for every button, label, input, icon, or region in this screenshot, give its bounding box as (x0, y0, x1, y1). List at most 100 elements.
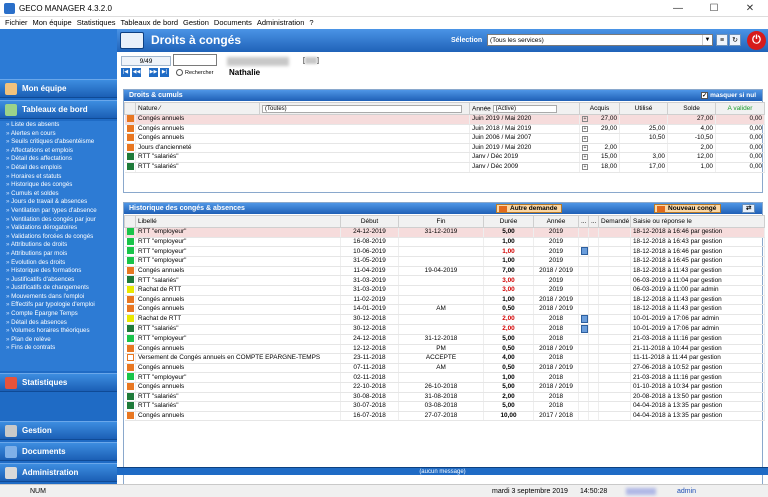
search-input[interactable] (173, 54, 217, 66)
document-icon[interactable] (581, 314, 588, 323)
table-row[interactable]: RTT "employeur" 31-05-2019 1,00 2019 18-12-2… (124, 256, 765, 267)
col-acquis[interactable]: Acquis (579, 102, 620, 115)
table-row[interactable]: Congés annuels 12-12-2018 PM 0,50 2018 / 201… (124, 344, 765, 355)
col-annee[interactable]: Année (533, 215, 579, 228)
table-row[interactable]: RTT "salariés" 30-12-2018 2,00 2018 10-01-20… (124, 324, 765, 336)
table-row[interactable]: Congés annuels 11-04-2019 19-04-2019 7,00 20… (124, 266, 765, 277)
sidebar-section-documents[interactable]: Documents (0, 442, 117, 461)
first-record-button[interactable]: |◀ (121, 68, 130, 77)
table-row[interactable]: RTT "employeur" 10-06-2019 1,00 2019 18-12-2… (124, 246, 765, 258)
autre-demande-button[interactable]: Autre demande (496, 204, 563, 213)
sidebar-item[interactable]: Justificatifs d'absences (0, 276, 117, 285)
sidebar-item[interactable]: Effectifs par typologie d'emploi (0, 301, 117, 310)
close-window-button[interactable]: ✕ (745, 3, 755, 14)
menu-documents[interactable]: Documents (213, 18, 252, 27)
expand-icon[interactable]: + (582, 144, 588, 151)
table-row[interactable]: Rachat de RTT 31-03-2019 3,00 2019 06-03-201… (124, 285, 765, 296)
col-nature[interactable]: Nature ⁄ (135, 102, 260, 115)
sidebar-item[interactable]: Jours de travail & absences (0, 198, 117, 207)
col-extra2[interactable]: ... (588, 215, 599, 228)
table-row[interactable]: Congés annuels 16-07-2018 27-07-2018 10,00 2… (124, 411, 765, 422)
table-row[interactable]: RTT "employeur" 24-12-2019 31-12-2019 5,00 2… (124, 227, 765, 238)
sidebar-item[interactable]: Seuils critiques d'absentéisme (0, 138, 117, 147)
sidebar-item[interactable]: Évolution des droits (0, 259, 117, 268)
search-button[interactable]: Rechercher (175, 68, 219, 78)
table-row[interactable]: Congés annuels 11-02-2019 1,00 2018 / 2019 1… (124, 295, 765, 306)
table-row[interactable]: Congés annuels 14-01-2019 AM 0,50 2018 / 201… (124, 304, 765, 315)
col-debut[interactable]: Début (340, 215, 399, 228)
table-row[interactable]: Congés annuels Juin 2018 / Mai 2019 +29,00… (124, 124, 765, 135)
sidebar-item[interactable]: Volumes horaires théoriques (0, 327, 117, 336)
table-row[interactable]: RTT "salariés" 30-07-2018 03-08-2018 5,00 20… (124, 401, 765, 412)
sidebar-item[interactable]: Détail des affectations (0, 155, 117, 164)
table-row[interactable]: RTT "salariés" 30-08-2018 31-08-2018 2,00 20… (124, 392, 765, 403)
sidebar-item[interactable]: Fins de contrats (0, 344, 117, 353)
menu-tableaux-de-bord[interactable]: Tableaux de bord (120, 18, 179, 27)
sidebar-item[interactable]: Cumuls et soldes (0, 190, 117, 199)
sidebar-item[interactable]: Horaires et statuts (0, 173, 117, 182)
sidebar-section-administration[interactable]: Administration (0, 463, 117, 482)
table-row[interactable]: RTT "employeur" 24-12-2018 31-12-2018 5,00 2… (124, 334, 765, 345)
expand-icon[interactable]: + (582, 154, 588, 161)
sidebar-item[interactable]: Détail des absences (0, 319, 117, 328)
sidebar-item[interactable]: Affectations et emplois (0, 147, 117, 156)
nouveau-conge-button[interactable]: Nouveau congé (654, 204, 722, 213)
next-record-button[interactable]: ▶▶ (149, 68, 158, 77)
table-row[interactable]: Rachat de RTT 30-12-2018 2,00 2018 10-01-201… (124, 314, 765, 325)
sidebar-item[interactable]: Validations forcées de congés (0, 233, 117, 242)
table-row[interactable]: RTT "salariés" Janv / Déc 2019 +15,00 3,00 1… (124, 152, 765, 163)
menu-administration[interactable]: Administration (256, 18, 305, 27)
col-utilise[interactable]: Utilisé (619, 102, 668, 115)
sidebar-section-tableaux-de-bord[interactable]: Tableaux de bord (0, 100, 117, 119)
nature-filter-select[interactable]: (Toutes) (262, 104, 462, 113)
minimize-button[interactable]: — (673, 3, 683, 14)
sidebar-item[interactable]: Historique des congés (0, 181, 117, 190)
sidebar-item[interactable]: Ventilation par types d'absence (0, 207, 117, 216)
sidebar-item[interactable]: Justificatifs de changements (0, 284, 117, 293)
menu-fichier[interactable]: Fichier (5, 18, 28, 27)
table-row[interactable]: Versement de Congés annuels en COMPTE EP… (124, 353, 765, 364)
menu-gestion[interactable]: Gestion (183, 18, 209, 27)
expand-icon[interactable]: + (582, 164, 588, 171)
sidebar-section-statistiques[interactable]: Statistiques (0, 373, 117, 392)
table-row[interactable]: Congés annuels Juin 2006 / Mai 2007 +10,50… (124, 133, 765, 144)
menu-help[interactable]: ? (309, 18, 314, 27)
sidebar-item[interactable]: Plan de relève (0, 336, 117, 345)
table-row[interactable]: RTT "employeur" 02-11-2018 1,00 2018 21-03-2… (124, 372, 765, 383)
expand-icon[interactable]: + (582, 135, 588, 142)
expand-icon[interactable]: + (582, 125, 588, 132)
table-row[interactable]: Congés annuels Juin 2019 / Mai 2020 +27,00… (124, 114, 765, 125)
selection-dropdown[interactable]: (Tous les services) ▼ (487, 34, 713, 46)
col-demande-le[interactable]: Demandé le (598, 215, 631, 228)
col-fin[interactable]: Fin (398, 215, 484, 228)
maximize-button[interactable]: ☐ (709, 3, 719, 14)
col-saisie[interactable]: Saisie ou réponse le (630, 215, 765, 228)
sidebar-item[interactable]: Liste des absents (0, 121, 117, 130)
export-button[interactable]: ⇄ (742, 204, 756, 213)
col-libelle[interactable]: Libellé (135, 215, 341, 228)
filter-button[interactable]: ≡ (716, 34, 728, 46)
col-duree[interactable]: Durée (483, 215, 534, 228)
last-record-button[interactable]: ▶| (160, 68, 169, 77)
table-row[interactable]: Jours d'ancienneté Juin 2019 / Mai 2020 +2… (124, 143, 765, 154)
sidebar-section-gestion[interactable]: Gestion (0, 421, 117, 440)
refresh-button[interactable]: ↻ (729, 34, 741, 46)
table-row[interactable]: Congés annuels 22-10-2018 26-10-2018 5,00 20… (124, 382, 765, 393)
sidebar-item[interactable]: Ventilation des congés par jour (0, 216, 117, 225)
chevron-down-icon[interactable]: ▼ (702, 35, 712, 45)
sidebar-item[interactable]: Détail des emplois (0, 164, 117, 173)
annee-filter-select[interactable]: (Active) (492, 104, 557, 113)
sidebar-item[interactable]: Alertes en cours (0, 130, 117, 139)
sidebar-item[interactable]: Compte Épargne Temps (0, 310, 117, 319)
col-solde[interactable]: Solde (667, 102, 716, 115)
masquer-checkbox[interactable]: ✓ masquer si nul (701, 91, 756, 100)
table-row[interactable]: RTT "salariés" 31-03-2019 3,00 2019 06-03-20… (124, 275, 765, 287)
col-nature-filter[interactable]: (Toutes) (259, 102, 470, 115)
table-row[interactable]: RTT "salariés" Janv / Déc 2009 +18,00 17,00… (124, 162, 765, 173)
expand-icon[interactable]: + (582, 116, 588, 123)
sidebar-item[interactable]: Attributions de droits (0, 241, 117, 250)
table-row[interactable]: Congés annuels 07-11-2018 AM 0,50 2018 / 201… (124, 363, 765, 374)
col-a-valider[interactable]: A valider (715, 102, 765, 115)
prev-record-button[interactable]: ◀◀ (132, 68, 141, 77)
sidebar-item[interactable]: Historique des formations (0, 267, 117, 276)
